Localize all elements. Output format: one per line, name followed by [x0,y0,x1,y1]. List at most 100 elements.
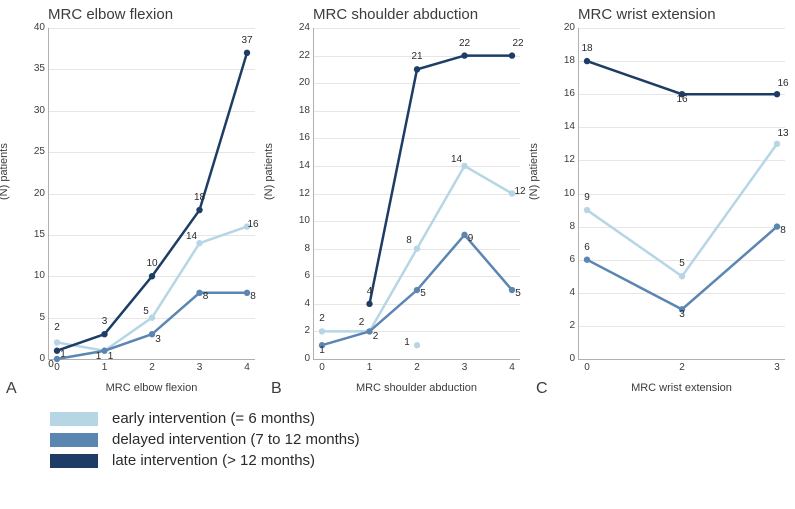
point-label: 2 [359,318,365,328]
panel-title: MRC shoulder abduction [313,6,478,23]
x-tick: 0 [584,359,590,373]
legend-item: late intervention (> 12 months) [50,452,360,469]
y-tick: 15 [34,230,49,240]
legend-item: delayed intervention (7 to 12 months) [50,431,360,448]
series-marker-early [54,339,60,345]
x-tick: 3 [774,359,780,373]
panels-row: MRC elbow flexionA(N) patientsMRC elbow … [0,0,795,400]
x-tick: 1 [367,359,373,373]
point-label: 5 [143,307,149,317]
chart-panel: MRC shoulder abduction B (N) patients MRC s… [265,0,530,400]
y-axis-label: (N) patients [528,143,540,200]
x-tick: 0 [319,359,325,373]
x-tick: 3 [197,359,203,373]
panel-letter: C [536,380,548,398]
point-label: 8 [203,292,209,302]
y-axis-label: (N) patients [0,143,10,200]
point-label: 2 [373,332,379,342]
y-tick: 16 [299,133,314,143]
plot-area: 024681012141618200239513638181616 [578,28,785,360]
point-label: 1 [319,346,325,356]
x-axis-label: MRC shoulder abduction [313,382,520,394]
series-marker-delayed [584,257,590,263]
series-marker-late [509,52,515,58]
chart-svg [314,28,520,359]
y-tick: 5 [39,313,49,323]
point-label: 3 [155,335,161,345]
plot-area: 0510152025303540012342151416013881310183… [48,28,255,360]
x-axis-label: MRC wrist extension [578,382,785,394]
panel-letter: B [271,380,282,398]
series-marker-late [774,91,780,97]
point-label: 9 [584,193,590,203]
series-marker-late [196,207,202,213]
x-tick: 2 [414,359,420,373]
figure: MRC elbow flexionA(N) patientsMRC elbow … [0,0,795,509]
series-marker-early [461,163,467,169]
chart-panel: MRC elbow flexionA(N) patientsMRC elbow … [0,0,265,400]
y-tick: 2 [569,321,579,331]
y-tick: 10 [299,216,314,226]
y-tick: 10 [34,271,49,281]
series-marker-late [366,301,372,307]
point-label: 10 [146,259,157,269]
y-tick: 30 [34,106,49,116]
point-label: 16 [777,79,788,89]
point-label: 12 [514,187,525,197]
series-line-late [57,53,247,351]
series-marker-late [149,273,155,279]
y-axis-label: (N) patients [263,143,275,200]
y-tick: 8 [569,222,579,232]
point-label: 5 [515,289,521,299]
panel-title: MRC wrist extension [578,6,716,23]
x-tick: 1 [102,359,108,373]
y-tick: 6 [304,271,314,281]
point-label: 9 [468,234,474,244]
y-tick: 18 [564,56,579,66]
point-label: 5 [679,259,685,269]
point-label: 22 [459,39,470,49]
point-label: 6 [584,243,590,253]
x-axis-label: MRC elbow flexion [48,382,255,394]
legend: early intervention (= 6 months) delayed i… [50,410,360,473]
series-marker-early [679,273,685,279]
legend-label: delayed intervention (7 to 12 months) [112,431,360,448]
series-marker-early [196,240,202,246]
point-label: 8 [780,226,786,236]
point-label: 16 [247,220,258,230]
series-marker-early [584,207,590,213]
x-tick: 4 [509,359,515,373]
y-tick: 25 [34,147,49,157]
y-tick: 2 [304,326,314,336]
y-tick: 10 [564,189,579,199]
legend-label: late intervention (> 12 months) [112,452,315,469]
point-label: 14 [186,232,197,242]
series-marker-late [414,66,420,72]
series-line-late [587,61,777,94]
point-label: 1 [108,352,114,362]
chart-panel: MRC wrist extension C (N) patients MRC wris… [530,0,795,400]
x-tick: 4 [244,359,250,373]
point-label: 5 [420,289,426,299]
series-line-early [587,144,777,276]
legend-item: early intervention (= 6 months) [50,410,360,427]
y-tick: 0 [569,354,579,364]
y-tick: 24 [299,23,314,33]
point-label: 8 [406,236,412,246]
legend-label: early intervention (= 6 months) [112,410,315,427]
point-label: 8 [250,292,256,302]
y-tick: 8 [304,244,314,254]
point-label: 37 [241,36,252,46]
series-marker-late [101,331,107,337]
series-marker-late [244,50,250,56]
extra-marker [414,342,420,348]
point-label: 1 [404,338,410,348]
y-tick: 40 [34,23,49,33]
point-label: 16 [676,95,687,105]
y-tick: 6 [569,255,579,265]
y-tick: 12 [299,189,314,199]
legend-swatch [50,433,98,447]
chart-svg [49,28,255,359]
y-tick: 35 [34,64,49,74]
y-tick: 20 [34,189,49,199]
